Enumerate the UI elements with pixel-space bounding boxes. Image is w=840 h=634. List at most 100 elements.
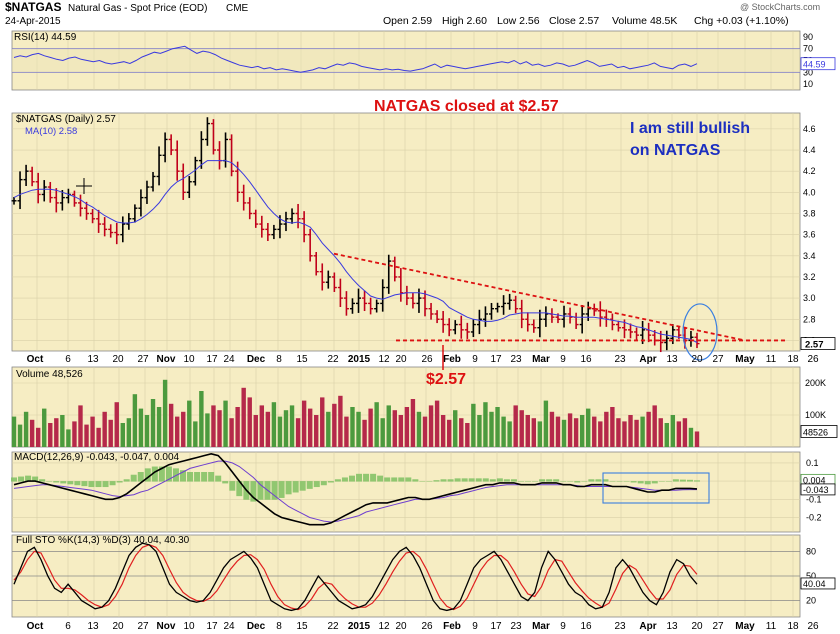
xaxis-top-tick-3: 20 (112, 354, 124, 365)
macd-hist-bar (370, 473, 377, 482)
xaxis-top-tick-22: 9 (560, 354, 566, 365)
instrument-name: Natural Gas - Spot Price (EOD) (68, 3, 207, 14)
volume-bar (253, 415, 258, 447)
annotation-layer (76, 178, 785, 370)
volume-bar (193, 421, 198, 447)
macd-hist-bar (278, 481, 285, 498)
high-value: High 2.60 (442, 15, 487, 27)
volume-bar (271, 402, 277, 447)
rsi-band (12, 48, 800, 73)
volume-bar (283, 410, 289, 447)
macd-hist-bar (391, 477, 398, 482)
volume-bar (592, 416, 597, 447)
macd-hist-bar (208, 472, 215, 482)
macd-hist-bar (25, 475, 32, 482)
macd-hist-bar (88, 481, 95, 488)
macd-hist-bar (201, 472, 208, 482)
xaxis-top-tick-1: 6 (65, 354, 71, 365)
volume-bar (168, 403, 174, 447)
macd-hist-bar (694, 480, 700, 482)
chart-date: 24-Apr-2015 (5, 16, 61, 27)
macd-hist-bar (503, 479, 510, 482)
macd-hist-bar (567, 481, 574, 482)
xaxis-top-tick-0: Oct (27, 354, 44, 365)
volume-bar (507, 421, 512, 447)
volume-bar (422, 416, 428, 447)
macd-hist-bar (609, 481, 616, 482)
xaxis-top-tick-23: 16 (580, 354, 592, 365)
macd-current: -0.043 (803, 485, 829, 495)
volume-bar (483, 402, 488, 447)
macd-hist-bar (398, 477, 405, 482)
macd-hist-bar (116, 481, 123, 483)
macd-hist-bar (433, 480, 440, 482)
volume-bar (392, 410, 397, 447)
volume-bar (440, 415, 446, 447)
volume-bar (404, 407, 410, 447)
volume-bar (17, 424, 23, 447)
macd-hist-bar (412, 479, 419, 482)
close-value: Close 2.57 (549, 15, 599, 27)
macd-hist-bar (165, 466, 172, 482)
volume-bar (676, 421, 682, 447)
volume-bar (465, 423, 470, 447)
rsi-ytick-70: 70 (803, 44, 813, 54)
volume-bar (664, 423, 669, 447)
volume-bar (622, 421, 627, 447)
volume-bar (314, 415, 319, 447)
xaxis-bottom-tick-22: 9 (560, 621, 566, 632)
macd-hist-bar (341, 477, 348, 482)
macd-hist-bar (53, 481, 60, 483)
xaxis-top-tick-25: Apr (639, 354, 656, 365)
volume-bar (453, 410, 458, 447)
price-ytick-3.0: 3.0 (803, 293, 816, 303)
sto-ytick-50: 50 (806, 571, 816, 581)
macd-hist-bar (377, 475, 384, 482)
volume-bar (380, 418, 385, 447)
volume-bar (670, 415, 676, 447)
xaxis-top-tick-14: 12 (378, 354, 390, 365)
xaxis-bottom-tick-26: 13 (666, 621, 678, 632)
macd-hist-bar (222, 481, 229, 484)
volume-bar (259, 405, 265, 447)
xaxis-bottom-tick-24: 23 (614, 621, 626, 632)
macd-hist-bar (426, 481, 433, 482)
xaxis-bottom-tick-18: 9 (472, 621, 478, 632)
volume-bar (150, 399, 156, 447)
rsi-legend: RSI(14) 44.59 (14, 32, 77, 43)
macd-hist-bar (447, 479, 454, 482)
macd-hist-bar (109, 481, 116, 486)
volume-bar (205, 413, 210, 447)
macd-ytick--0.2: -0.2 (806, 512, 822, 522)
volume-bar (60, 415, 65, 447)
volume-bar (513, 405, 518, 447)
volume-bar (604, 411, 609, 447)
volume-bar (11, 416, 17, 447)
open-value: Open 2.59 (383, 15, 432, 27)
macd-hist-bar (525, 481, 532, 482)
macd-hist-bar (18, 476, 25, 482)
volume-bar (434, 400, 440, 447)
xaxis-bottom-tick-3: 20 (112, 621, 124, 632)
macd-hist-bar (144, 468, 151, 482)
volume-current-box (800, 425, 838, 438)
sto-k-line (13, 542, 698, 612)
macd-hist-bar (158, 466, 165, 482)
rsi-ytick-30: 30 (803, 67, 813, 77)
macd-hist-bar (532, 481, 539, 482)
volume-bar (295, 418, 301, 447)
volume-bar (356, 411, 361, 447)
volume-bar (29, 419, 35, 447)
macd-hist-bar (356, 473, 363, 482)
price-legend: $NATGAS (Daily) 2.57 (16, 114, 116, 125)
macd-hist-bar (67, 481, 74, 485)
watermark: @ StockCharts.com (740, 2, 820, 12)
volume-bar (320, 397, 325, 447)
volume-bar (23, 411, 29, 447)
xaxis-top-tick-26: 13 (666, 354, 678, 365)
volume-bar (446, 419, 452, 447)
highlight-ellipse (682, 303, 718, 361)
volume-bar (217, 410, 222, 447)
macd-hist-bar (454, 478, 461, 482)
macd-hist-bar (517, 481, 524, 482)
